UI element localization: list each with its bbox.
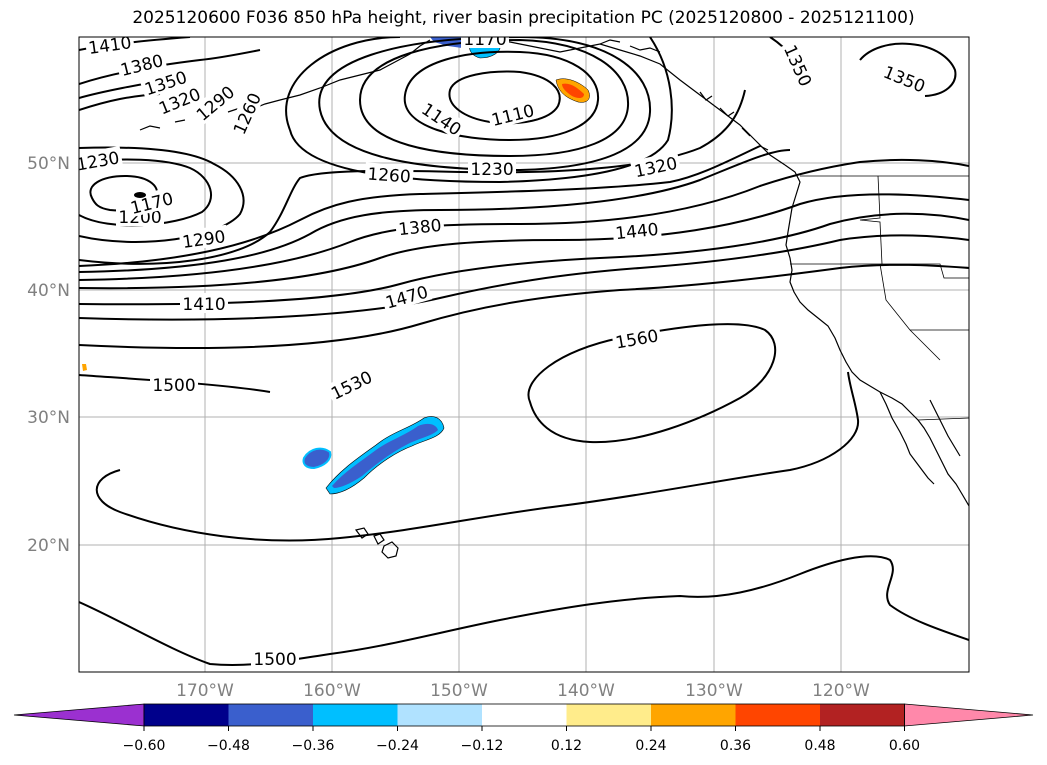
colorbar-segment [651,704,736,726]
lon-label-140: 140°W [557,681,615,701]
coast-hawaii-2 [373,533,385,545]
coast-alaska-southeast [499,39,786,166]
colorbar-segment [397,704,482,726]
colorbar-tick-label: −0.48 [207,738,250,754]
precip-negative-small [302,447,332,470]
lat-label-40: 40°N [27,281,70,301]
lon-label-150: 150°W [430,681,488,701]
colorbar-segment [820,704,905,726]
map-area [79,37,969,672]
contour-1350-e [859,42,957,97]
contour-label: 1500 [152,376,195,396]
contour-1230 [285,37,673,184]
contour-low-west-3 [79,146,245,243]
coast-hawaii-big [381,541,399,559]
colorbar-tick-label: −0.12 [461,738,504,754]
lat-label-50: 50°N [27,154,70,174]
precip-positive-tiny [82,364,87,371]
map-border [78,36,970,673]
lon-label-170: 170°W [176,681,234,701]
colorbar-tick-label: −0.24 [376,738,419,754]
colorbar-segment [566,704,651,726]
colorbar-extend-low [13,703,145,727]
coast-bc-islands [699,91,769,151]
colorbar-segment [482,704,567,726]
precip-positive-core [562,83,584,99]
colorbar: −0.60 −0.48 −0.36 −0.24 −0.12 0.12 0.24 … [13,703,1034,754]
lat-label-20: 20°N [27,536,70,556]
contour-label: 1380 [397,216,442,240]
contour-label: 1440 [614,220,659,244]
state-border-4 [930,263,969,279]
contour-1110 [448,70,561,125]
lat-label-30: 30°N [27,408,70,428]
coast-alaska-coast [599,39,661,53]
contour-1170 [358,38,630,158]
contour-labels: 1410 1380 1350 1320 1290 1260 1170 1110 … [79,30,931,670]
height-contours [79,37,969,667]
lon-label-160: 160°W [303,681,361,701]
precip-negative-core [332,423,438,488]
state-border-3 [879,263,941,361]
lon-label-130: 130°W [685,681,743,701]
colorbar-tick-label: −0.60 [123,738,166,754]
colorbar-segment [735,704,820,726]
colorbar-tick-label: 0.12 [551,738,582,754]
contour-1200 [318,37,652,172]
low-center-marker [134,192,146,198]
contour-1290 [79,145,761,267]
mexico-border [917,417,969,421]
colorbar-segment [313,704,398,726]
coast-baja [879,391,935,485]
contour-1470 [79,263,969,350]
colorbar-tick-label: 0.60 [889,738,920,754]
contour-1560 [527,323,777,444]
lon-labels: 170°W 160°W 150°W 140°W 130°W 120°W [176,681,870,701]
coast-aleutians [139,107,241,131]
colorbar-tick-label: 0.48 [804,738,835,754]
colorbar-frame [143,703,905,727]
coast-gulf-california [929,399,961,457]
colorbar-tick-label: −0.36 [292,738,335,754]
contour-label: 1410 [182,295,225,315]
colorbar-tick-label: 0.36 [720,738,751,754]
colorbar-segment [228,704,313,726]
contour-1440 [79,234,969,321]
colorbar-segment [144,704,229,726]
precip-shading [82,37,590,495]
lon-label-120: 120°W [812,681,870,701]
map-title: 2025120600 F036 850 hPa height, river ba… [132,8,915,28]
contour-label: 1500 [253,650,296,670]
contour-1530 [95,371,860,542]
coastlines [139,39,969,559]
gridlines [79,37,969,672]
contour-label: 1230 [470,160,513,180]
lat-labels: 50°N 40°N 30°N 20°N [27,154,70,556]
colorbar-ticks [143,726,905,731]
contour-label: 1200 [118,208,161,228]
coast-west [784,164,969,507]
contour-1380 [79,49,969,290]
contour-label: 1410 [87,33,133,59]
contour-1500-south [79,555,969,667]
contour-label: 1170 [463,30,506,50]
colorbar-extend-high [904,703,1034,727]
contour-label: 1260 [367,165,412,188]
colorbar-tick-label: 0.24 [635,738,666,754]
